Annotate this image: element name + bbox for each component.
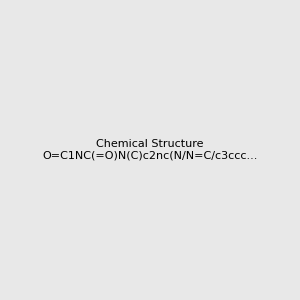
Text: Chemical Structure
O=C1NC(=O)N(C)c2nc(N/N=C/c3ccc...: Chemical Structure O=C1NC(=O)N(C)c2nc(N/… <box>42 139 258 161</box>
